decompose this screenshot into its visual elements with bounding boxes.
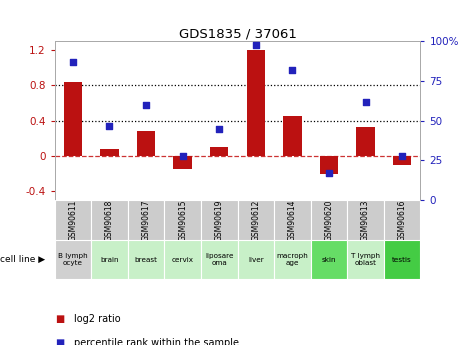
Text: B lymph
ocyte: B lymph ocyte <box>58 253 88 266</box>
Text: GSM90613: GSM90613 <box>361 199 370 241</box>
Point <box>142 102 150 108</box>
Bar <box>164 240 201 279</box>
Text: brain: brain <box>100 257 119 263</box>
Text: GSM90616: GSM90616 <box>398 199 407 241</box>
Text: breast: breast <box>134 257 158 263</box>
Bar <box>393 156 411 165</box>
Point <box>69 59 77 65</box>
Text: macroph
age: macroph age <box>276 253 308 266</box>
Bar <box>311 240 347 279</box>
Bar <box>320 156 338 174</box>
Bar <box>384 240 420 279</box>
Bar <box>91 240 128 279</box>
Point <box>179 153 186 158</box>
Bar <box>238 240 274 279</box>
Bar <box>311 200 347 240</box>
Bar <box>283 116 302 156</box>
Bar <box>247 50 265 156</box>
Bar <box>164 200 201 240</box>
Text: cervix: cervix <box>171 257 194 263</box>
Bar <box>238 200 274 240</box>
Text: ■: ■ <box>55 338 64 345</box>
Text: log2 ratio: log2 ratio <box>74 314 120 324</box>
Point <box>325 170 332 176</box>
Bar <box>55 200 91 240</box>
Bar <box>274 240 311 279</box>
Text: GSM90619: GSM90619 <box>215 199 224 241</box>
Bar <box>128 240 164 279</box>
Text: GSM90615: GSM90615 <box>178 199 187 241</box>
Bar <box>201 200 238 240</box>
Bar <box>347 240 384 279</box>
Text: ■: ■ <box>55 314 64 324</box>
Bar <box>201 240 238 279</box>
Bar <box>274 200 311 240</box>
Bar <box>91 200 128 240</box>
Text: GSM90618: GSM90618 <box>105 199 114 240</box>
Text: GSM90611: GSM90611 <box>68 199 77 240</box>
Bar <box>384 200 420 240</box>
Bar <box>173 156 192 169</box>
Bar <box>356 127 375 156</box>
Point <box>289 67 296 73</box>
Text: testis: testis <box>392 257 412 263</box>
Point <box>362 99 370 105</box>
Text: liver: liver <box>248 257 264 263</box>
Point <box>216 126 223 131</box>
Point <box>398 153 406 158</box>
Bar <box>347 200 384 240</box>
Text: GSM90620: GSM90620 <box>324 199 333 241</box>
Bar <box>128 200 164 240</box>
Text: liposare
oma: liposare oma <box>205 253 234 266</box>
Point <box>105 123 113 128</box>
Point <box>252 42 259 47</box>
Text: GSM90614: GSM90614 <box>288 199 297 241</box>
Bar <box>100 149 119 156</box>
Bar <box>55 240 91 279</box>
Bar <box>64 82 82 156</box>
Text: skin: skin <box>322 257 336 263</box>
Bar <box>210 147 228 156</box>
Text: percentile rank within the sample: percentile rank within the sample <box>74 338 238 345</box>
Text: GSM90612: GSM90612 <box>251 199 260 240</box>
Title: GDS1835 / 37061: GDS1835 / 37061 <box>179 27 296 40</box>
Text: cell line ▶: cell line ▶ <box>0 255 46 264</box>
Bar <box>137 131 155 156</box>
Text: GSM90617: GSM90617 <box>142 199 151 241</box>
Text: T lymph
oblast: T lymph oblast <box>351 253 380 266</box>
